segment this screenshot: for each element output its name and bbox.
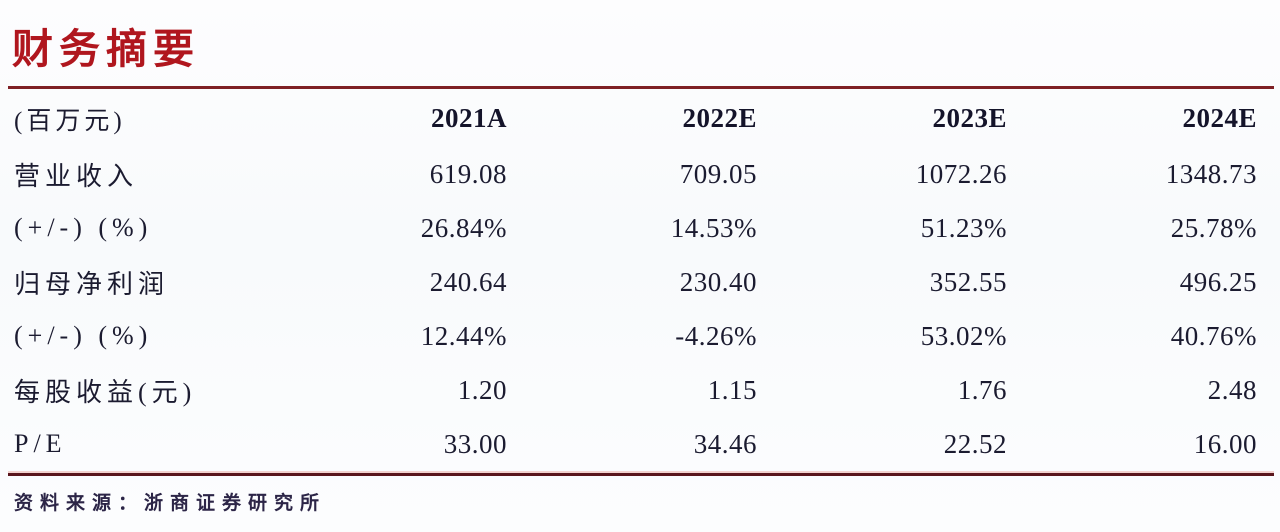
table-cell: 26.84% <box>420 212 507 243</box>
column-header-2021a: 2021A <box>431 103 507 133</box>
row-label: (+/-) (%) <box>14 321 153 350</box>
table-cell: 40.76% <box>1170 320 1257 351</box>
table-cell: 33.00 <box>443 428 507 459</box>
row-label: 每股收益(元) <box>14 377 197 407</box>
row-label: P/E <box>14 429 67 458</box>
table-cell: 1.76 <box>957 374 1007 405</box>
page-title: 财务摘要 <box>12 26 200 72</box>
table-cell: 709.05 <box>679 158 757 189</box>
source-note: 资料来源：浙商证券研究所 <box>14 493 327 514</box>
table-cell: 16.00 <box>1193 428 1257 459</box>
table-cell: 22.52 <box>943 428 1007 459</box>
column-header-2022e: 2022E <box>682 103 757 133</box>
table-cell: 1.20 <box>457 374 507 405</box>
table-cell: 53.02% <box>920 320 1007 351</box>
table-row-pe: P/E 33.00 34.46 22.52 16.00 <box>14 417 1257 471</box>
row-label: 营业收入 <box>14 161 139 191</box>
table-cell: 496.25 <box>1179 266 1257 297</box>
table-cell: 1072.26 <box>915 158 1007 189</box>
table-cell: 230.40 <box>679 266 757 297</box>
table-cell: 1348.73 <box>1165 158 1257 189</box>
title-underline-rule <box>8 86 1274 89</box>
table-cell: 619.08 <box>429 158 507 189</box>
table-cell: 12.44% <box>420 320 507 351</box>
row-label: 归母净利润 <box>14 269 170 299</box>
unit-header: (百万元) <box>14 107 126 135</box>
table-row-eps: 每股收益(元) 1.20 1.15 1.76 2.48 <box>14 363 1257 417</box>
table-cell: 240.64 <box>429 266 507 297</box>
table-cell: 2.48 <box>1207 374 1257 405</box>
table-cell: 352.55 <box>929 266 1007 297</box>
table-row-revenue-growth: (+/-) (%) 26.84% 14.53% 51.23% 25.78% <box>14 201 1257 255</box>
table-row-net-profit-growth: (+/-) (%) 12.44% -4.26% 53.02% 40.76% <box>14 309 1257 363</box>
row-label: (+/-) (%) <box>14 213 153 242</box>
table-bottom-rule <box>8 473 1274 476</box>
table-cell: 1.15 <box>707 374 757 405</box>
table-row-revenue: 营业收入 619.08 709.05 1072.26 1348.73 <box>14 147 1257 201</box>
table-header-row: (百万元) 2021A 2022E 2023E 2024E <box>14 90 1257 147</box>
table-cell: 34.46 <box>693 428 757 459</box>
table-cell: 51.23% <box>920 212 1007 243</box>
table-cell: 25.78% <box>1170 212 1257 243</box>
table-cell: -4.26% <box>675 320 757 351</box>
column-header-2024e: 2024E <box>1182 103 1257 133</box>
table-cell: 14.53% <box>670 212 757 243</box>
column-header-2023e: 2023E <box>932 103 1007 133</box>
table-row-net-profit: 归母净利润 240.64 230.40 352.55 496.25 <box>14 255 1257 309</box>
financial-summary-table: (百万元) 2021A 2022E 2023E 2024E 营业收入 619.0… <box>14 90 1257 471</box>
